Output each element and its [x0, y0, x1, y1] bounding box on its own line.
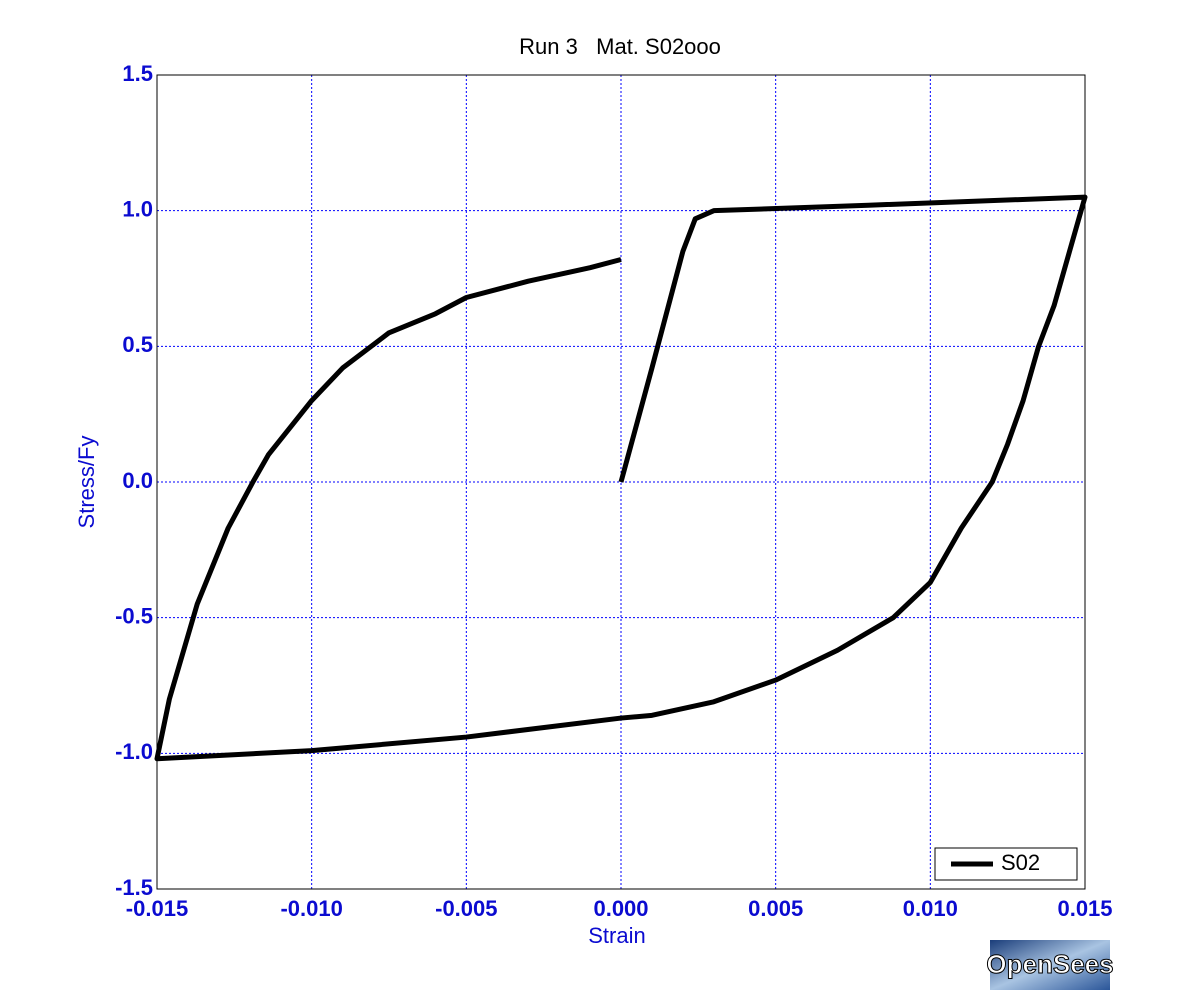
logo-box — [990, 940, 1110, 990]
data-line — [154, 194, 1088, 762]
x-tick-label: 0.000 — [593, 896, 648, 921]
x-tick-label: -0.005 — [435, 896, 497, 921]
logo-text: OpenSees — [986, 949, 1113, 979]
x-tick-label: -0.015 — [126, 896, 188, 921]
y-tick-label: -1.5 — [115, 875, 153, 900]
legend-label: S02 — [1001, 850, 1040, 875]
y-tick-label: -0.5 — [115, 603, 153, 628]
chart-title: Run 3 Mat. S02ooo — [519, 34, 721, 59]
y-tick-label: 1.0 — [122, 196, 153, 221]
x-tick-label: 0.015 — [1057, 896, 1112, 921]
x-tick-label: -0.010 — [280, 896, 342, 921]
y-tick-label: 0.5 — [122, 332, 153, 357]
x-axis-label: Strain — [588, 923, 645, 948]
y-axis-label: Stress/Fy — [74, 436, 99, 529]
plot-frame — [156, 74, 1086, 890]
x-tick-label: 0.005 — [748, 896, 803, 921]
y-tick-label: -1.0 — [115, 739, 153, 764]
logo: OpenSees — [986, 940, 1114, 990]
y-tick-label: 1.5 — [122, 61, 153, 86]
x-tick-label: 0.010 — [903, 896, 958, 921]
y-tick-label: 0.0 — [122, 468, 153, 493]
